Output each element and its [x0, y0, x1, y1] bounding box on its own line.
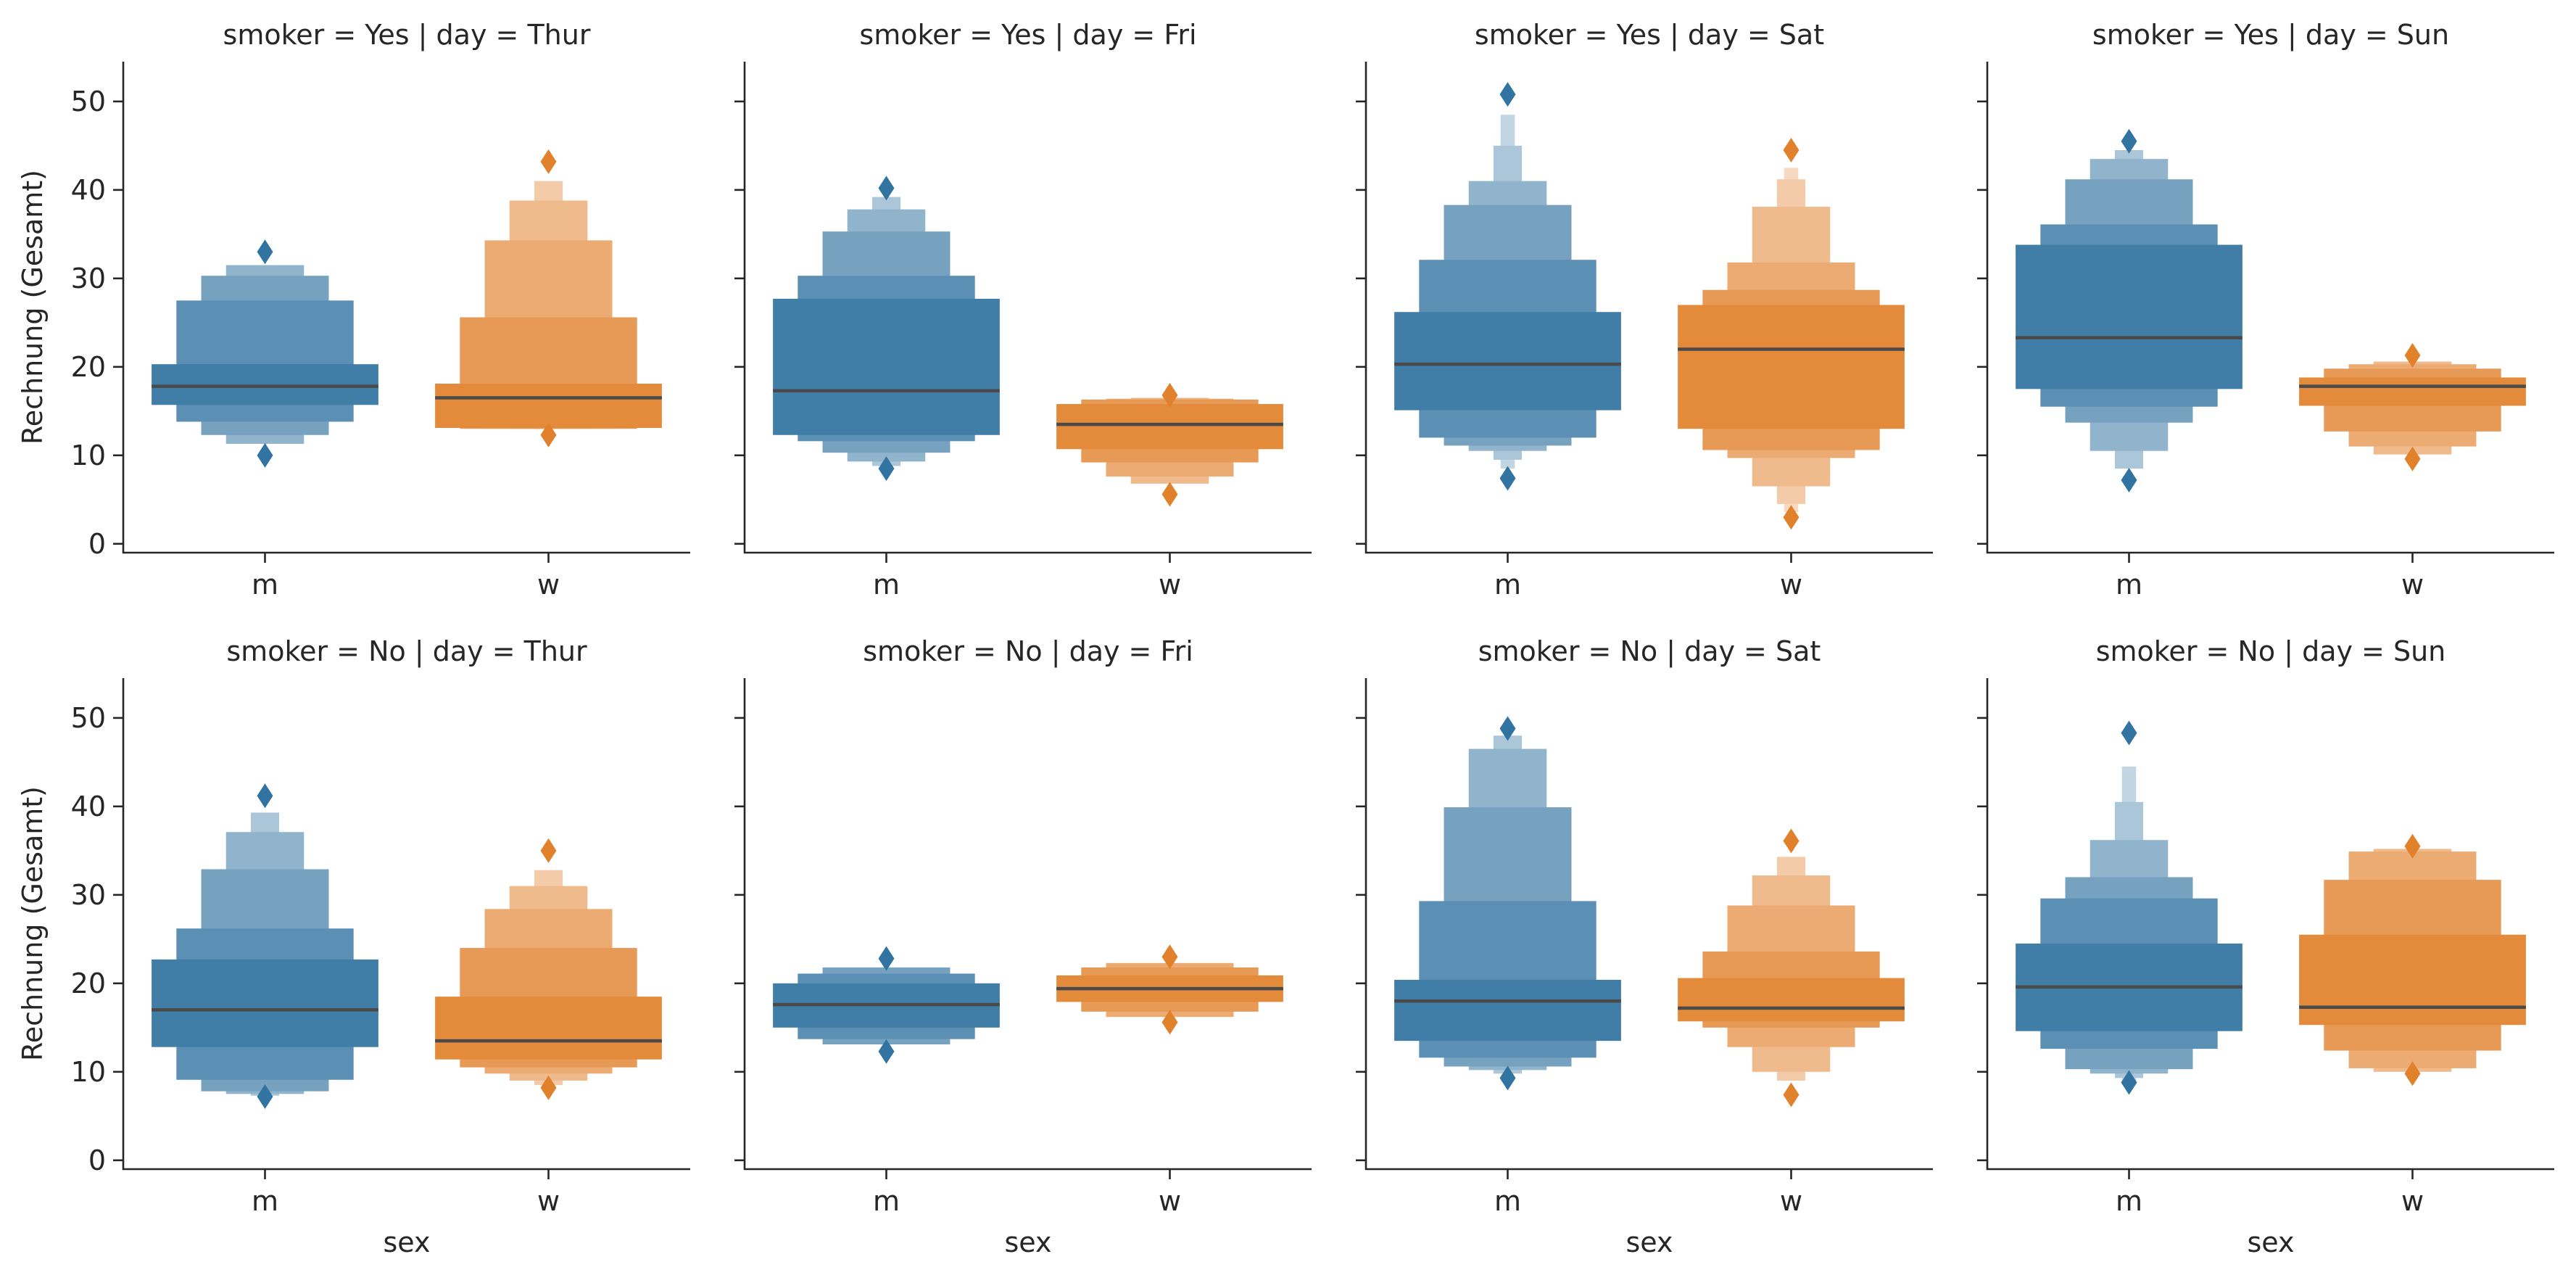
outlier-point — [2404, 833, 2421, 859]
panel-title: smoker = Yes | day = Thur — [223, 19, 591, 51]
boxen-level-m — [1394, 312, 1621, 411]
boxen-level-m — [152, 364, 378, 405]
boxen-level-w — [435, 384, 662, 429]
panel-title: smoker = No | day = Thur — [226, 635, 587, 668]
panel-title: smoker = Yes | day = Fri — [859, 19, 1196, 51]
outlier-point — [257, 442, 273, 468]
outlier-point — [2404, 1061, 2421, 1086]
x-tick-label: m — [252, 1185, 278, 1217]
x-tick-label: w — [537, 1185, 560, 1217]
outlier-point — [540, 149, 557, 174]
outlier-point — [1783, 1082, 1800, 1107]
outlier-point — [1499, 82, 1516, 107]
y-tick-label: 50 — [71, 86, 106, 117]
x-tick-label: m — [873, 569, 900, 601]
outlier-point — [1783, 828, 1800, 854]
outlier-point — [540, 422, 557, 447]
y-tick-label: 20 — [71, 351, 106, 383]
outlier-point — [1499, 1065, 1516, 1091]
x-tick-label: w — [2401, 569, 2424, 601]
outlier-point — [2121, 1070, 2137, 1095]
y-axis-label: Rechnung (Gesamt) — [17, 786, 49, 1061]
boxen-level-w — [435, 997, 662, 1060]
outlier-point — [257, 1084, 273, 1109]
x-tick-label: w — [537, 569, 560, 601]
outlier-point — [2121, 720, 2137, 746]
outlier-point — [540, 1075, 557, 1100]
x-tick-label: m — [2116, 1185, 2142, 1217]
outlier-point — [2404, 342, 2421, 368]
x-tick-label: m — [252, 569, 278, 601]
outlier-point — [540, 838, 557, 863]
outlier-point — [1499, 466, 1516, 491]
boxen-level-w — [1678, 305, 1905, 429]
y-tick-label: 0 — [88, 528, 106, 560]
panel-title: smoker = No | day = Sun — [2096, 635, 2446, 668]
y-tick-label: 50 — [71, 702, 106, 734]
x-axis-label: sex — [1005, 1226, 1052, 1258]
x-axis-label: sex — [1626, 1226, 1673, 1258]
boxen-level-w — [1056, 404, 1283, 450]
outlier-point — [878, 946, 895, 971]
outlier-point — [1783, 505, 1800, 530]
x-tick-label: w — [1780, 1185, 1802, 1217]
boxen-level-m — [2016, 244, 2242, 389]
y-tick-label: 40 — [71, 174, 106, 206]
boxen-level-m — [152, 959, 378, 1047]
outlier-point — [2404, 446, 2421, 471]
outlier-point — [1161, 382, 1178, 408]
outlier-point — [878, 176, 895, 201]
panel-title: smoker = Yes | day = Sun — [2092, 19, 2449, 51]
outlier-point — [2121, 128, 2137, 154]
y-tick-label: 30 — [71, 879, 106, 911]
x-axis-label: sex — [2248, 1226, 2295, 1258]
outlier-point — [1161, 944, 1178, 970]
x-tick-label: m — [1494, 569, 1521, 601]
y-tick-label: 20 — [71, 968, 106, 999]
panel-title: smoker = No | day = Fri — [863, 635, 1193, 668]
x-tick-label: m — [873, 1185, 900, 1217]
y-tick-label: 10 — [71, 440, 106, 471]
outlier-point — [878, 1039, 895, 1064]
outlier-point — [1161, 482, 1178, 507]
y-tick-label: 0 — [88, 1144, 106, 1176]
outlier-point — [878, 456, 895, 482]
boxen-level-m — [773, 298, 1000, 435]
x-tick-label: w — [1780, 569, 1802, 601]
x-tick-label: m — [1494, 1185, 1521, 1217]
x-axis-label: sex — [384, 1226, 431, 1258]
boxen-level-w — [1678, 978, 1905, 1022]
x-tick-label: w — [1159, 1185, 1181, 1217]
panel-title: smoker = No | day = Sat — [1478, 635, 1821, 668]
x-tick-label: m — [2116, 569, 2142, 601]
y-tick-label: 30 — [71, 263, 106, 294]
outlier-point — [1783, 137, 1800, 162]
panel-title: smoker = Yes | day = Sat — [1475, 19, 1824, 51]
outlier-point — [1499, 716, 1516, 741]
boxen-level-w — [2299, 377, 2526, 406]
outlier-point — [257, 239, 273, 265]
x-tick-label: w — [2401, 1185, 2424, 1217]
y-tick-label: 40 — [71, 791, 106, 822]
y-axis-label: Rechnung (Gesamt) — [17, 170, 49, 445]
outlier-point — [2121, 467, 2137, 492]
x-tick-label: w — [1159, 569, 1181, 601]
outlier-point — [257, 783, 273, 809]
boxen-level-m — [1394, 979, 1621, 1041]
outlier-point — [1161, 1010, 1178, 1035]
boxen-level-w — [2299, 934, 2526, 1026]
y-tick-label: 10 — [71, 1056, 106, 1088]
